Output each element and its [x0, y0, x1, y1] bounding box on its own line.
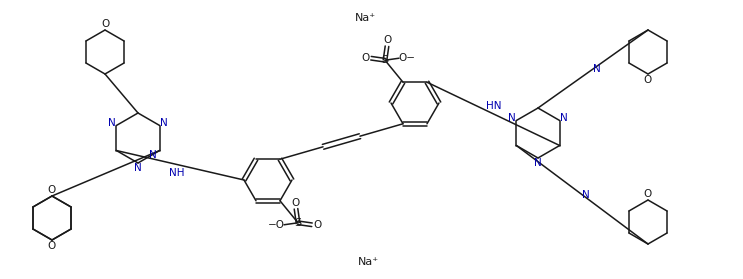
- Text: O−: O−: [398, 53, 415, 63]
- Text: N: N: [160, 118, 168, 128]
- Text: NH: NH: [169, 168, 185, 178]
- Text: N: N: [583, 190, 590, 200]
- Text: O: O: [644, 75, 652, 85]
- Text: N: N: [534, 158, 542, 168]
- Text: O: O: [101, 19, 109, 29]
- Text: N: N: [108, 118, 116, 128]
- Text: O: O: [292, 198, 300, 208]
- Text: N: N: [508, 113, 516, 123]
- Text: O: O: [314, 220, 322, 230]
- Text: O: O: [48, 241, 56, 251]
- Text: N: N: [134, 163, 142, 173]
- Text: N: N: [593, 64, 601, 74]
- Text: HN: HN: [486, 101, 501, 111]
- Text: S: S: [381, 55, 389, 65]
- Text: Na⁺: Na⁺: [354, 13, 375, 23]
- Text: N: N: [560, 113, 568, 123]
- Text: O: O: [383, 35, 391, 45]
- Text: O: O: [644, 189, 652, 199]
- Text: −O: −O: [267, 220, 285, 230]
- Text: S: S: [294, 218, 302, 228]
- Text: O: O: [48, 185, 56, 195]
- Text: N: N: [149, 150, 157, 160]
- Text: O: O: [361, 53, 369, 63]
- Text: Na⁺: Na⁺: [357, 257, 379, 267]
